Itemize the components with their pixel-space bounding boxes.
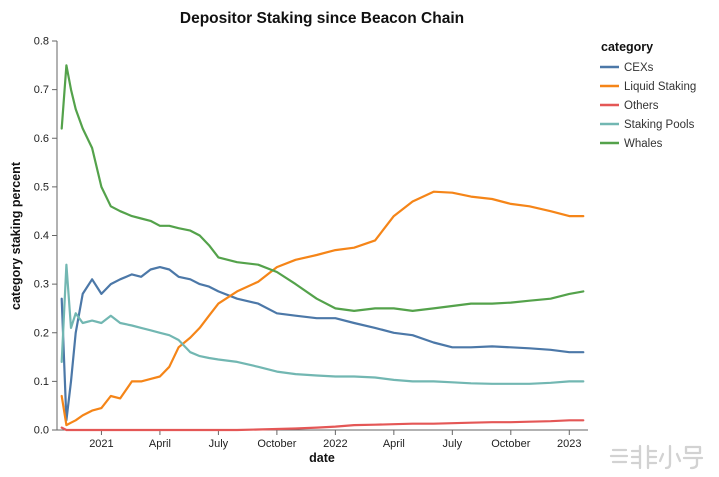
y-tick-label: 0.2 <box>34 327 49 339</box>
x-axis-title: date <box>309 451 335 465</box>
watermark <box>609 444 704 470</box>
legend-title: category <box>601 40 653 54</box>
watermark-char-hao <box>682 445 704 470</box>
legend-item-others: Others <box>600 100 659 112</box>
legend-item-whales: Whales <box>600 138 663 150</box>
legend-item-label: Liquid Staking <box>624 81 696 93</box>
watermark-char-xiao <box>658 444 682 470</box>
x-tick-label: 2022 <box>323 438 347 450</box>
y-tick-label: 0.1 <box>34 376 49 388</box>
legend-item-label: Others <box>624 100 659 112</box>
legend-item-label: CEXs <box>624 62 654 74</box>
legend-item-liquid-staking: Liquid Staking <box>600 81 696 93</box>
x-tick-label: October <box>257 438 296 450</box>
y-tick-label: 0.8 <box>34 36 49 48</box>
x-tick-label: July <box>209 438 229 450</box>
legend-item-label: Whales <box>624 138 663 150</box>
series-line-liquid-staking <box>60 190 585 427</box>
legend-item-label: Staking Pools <box>624 119 695 131</box>
x-tick-label: April <box>383 438 405 450</box>
y-tick-label: 0.4 <box>34 230 49 242</box>
y-tick-label: 0.6 <box>34 133 49 145</box>
y-tick-label: 0.5 <box>34 181 49 193</box>
series-line-cexs <box>60 266 585 422</box>
x-tick-label: July <box>443 438 463 450</box>
series-layer <box>60 64 585 432</box>
series-line-whales <box>60 64 585 312</box>
axis-domain <box>56 41 588 431</box>
series-line-others <box>60 419 585 432</box>
x-tick-label: October <box>491 438 530 450</box>
y-axis-title: category staking percent <box>9 161 23 310</box>
legend-item-cexs: CEXs <box>600 62 654 74</box>
x-tick-label: 2021 <box>89 438 113 450</box>
x-tick-label: April <box>149 438 171 450</box>
chart-title: Depositor Staking since Beacon Chain <box>180 10 464 27</box>
legend-item-staking-pools: Staking Pools <box>600 119 695 131</box>
y-tick-label: 0.0 <box>34 425 49 437</box>
legend: category CEXs Liquid Staking Others Staking … <box>600 40 696 150</box>
y-tick-label: 0.3 <box>34 279 49 291</box>
series-line-staking-pools <box>60 263 585 385</box>
watermark-char-fei <box>630 444 658 470</box>
y-tick-label: 0.7 <box>34 84 49 96</box>
axes-layer: 0.0 0.1 0.2 0.3 0.4 0.5 0.6 0.7 0.8 2021 April July… <box>34 36 588 450</box>
x-tick-label: 2023 <box>557 438 581 450</box>
watermark-logo-icon <box>609 448 629 464</box>
